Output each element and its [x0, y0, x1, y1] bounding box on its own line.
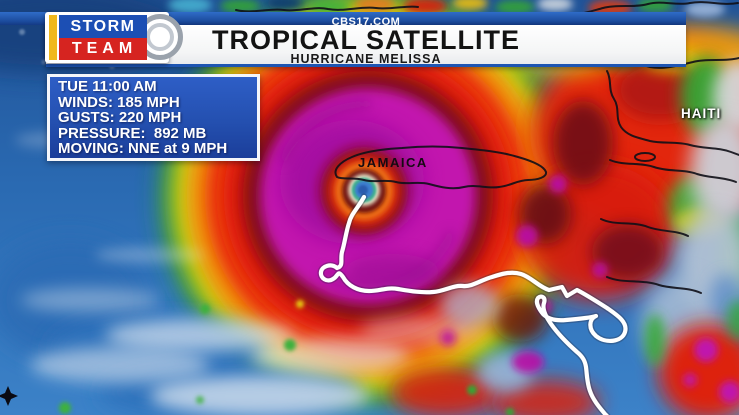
jamaica-coastline: [334, 145, 548, 190]
stat-moving: MOVING: NNE at 9 MPH: [58, 140, 228, 158]
left-clouds: [15, 132, 480, 415]
page-title: TROPICAL SATELLITE: [212, 25, 520, 55]
stat-time: TUE 11:00 AM: [58, 78, 157, 95]
logo-team-text: TEAM: [59, 38, 147, 60]
hurricane-eye: [320, 147, 408, 235]
storm-stats-box: TUE 11:00 AM WINDS: 185 MPH GUSTS: 220 M…: [47, 74, 260, 161]
stat-pressure: PRESSURE: 892 MB: [58, 124, 207, 142]
gray-clouds-right: [642, 60, 739, 414]
haiti-label: HAITI: [681, 106, 722, 121]
storm-track-line: [317, 193, 629, 415]
stat-winds: WINDS: 185 MPH: [58, 93, 180, 111]
coastlines: [235, 1, 739, 294]
hispaniola-south-coastline: [609, 159, 737, 183]
cuba-coastline-south: [640, 57, 739, 69]
tiburon-coastline-south: [606, 276, 702, 294]
bottom-convection: [390, 283, 739, 415]
logo-yellow-stripe: [49, 15, 57, 60]
cuba-coastline-east: [555, 1, 739, 16]
lake-outline: [634, 152, 656, 162]
storm-team-logo: STORM TEAM: [45, 12, 183, 63]
cuba-coastline: [235, 5, 419, 13]
jamaica-label: JAMAICA: [358, 155, 428, 170]
tiburon-coastline: [600, 218, 689, 237]
stat-gusts: GUSTS: 220 MPH: [58, 109, 182, 127]
logo-storm-text: STORM: [59, 15, 147, 38]
star-marker-icon: [0, 386, 18, 406]
hispaniola-north-coastline: [606, 70, 739, 156]
page-subtitle: HURRICANE MELISSA: [290, 52, 442, 66]
